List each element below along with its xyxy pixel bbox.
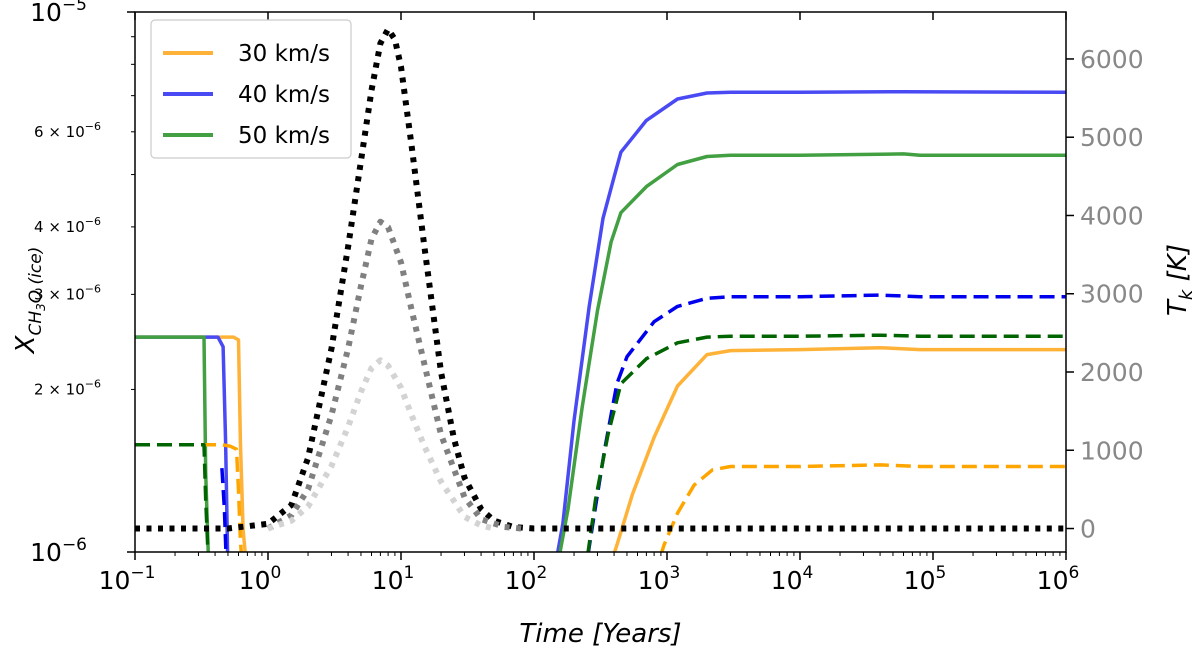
x-tick-label: 10−1	[99, 563, 156, 595]
x-axis-label: Time [Years]	[519, 619, 681, 648]
y-left-minor-label-exp: −6	[85, 377, 101, 390]
series-50-km-s-solid	[135, 335, 210, 552]
series-layer	[135, 26, 1066, 552]
x-tick-label-exp: 5	[935, 563, 946, 583]
y-right-axis-label-part: [K]	[1163, 244, 1193, 290]
y-left-axis-label-part: X	[11, 334, 41, 355]
series-30-km-s-solid-rise	[612, 345, 1066, 552]
y-right-tick-label: 1000	[1080, 436, 1144, 465]
y-right-tick-label: 4000	[1080, 201, 1144, 230]
y-left-minor-label: 3 × 10−6	[34, 282, 101, 303]
series-50-km-s-dashed	[135, 442, 210, 552]
x-tick-label: 101	[372, 563, 415, 595]
series-t-k-40-km-s	[266, 218, 522, 532]
x-tick-label: 105	[904, 563, 947, 595]
y-left-minor-label: 4 × 10−6	[34, 215, 101, 236]
legend: 30 km/s 40 km/s 50 km/s	[150, 19, 352, 159]
ticks-layer	[127, 11, 1074, 560]
series-40-km-s-dashed	[220, 467, 228, 552]
x-tick-label: 103	[638, 563, 681, 595]
y-left-axis-label-part: 3	[34, 303, 48, 311]
y-right-tick-label: 5000	[1080, 123, 1144, 152]
y-left-minor-label: 6 × 10−6	[34, 120, 101, 141]
series-30-km-s-dashed-rise	[660, 463, 1066, 552]
y-right-tick-label: 3000	[1080, 280, 1144, 309]
y-right-tick-label: 0	[1080, 515, 1096, 544]
y-right-tick-label: 2000	[1080, 358, 1144, 387]
series-30-km-s-dashed	[135, 442, 244, 552]
y-right-axis-label-part: T	[1163, 298, 1193, 316]
y-left-axis-label-part: CH	[26, 311, 46, 336]
y-left-tick-label: 10−6	[30, 535, 87, 567]
plot-frame	[134, 11, 1067, 553]
x-tick-label-exp: 6	[1068, 563, 1079, 583]
legend-label-40: 40 km/s	[238, 82, 330, 108]
x-tick-label-exp: −1	[130, 563, 155, 583]
y-left-minor-label-exp: −6	[85, 282, 101, 295]
y-right-axis-label: Tk [K]	[1163, 244, 1197, 316]
y-right-tick-label: 6000	[1080, 45, 1144, 74]
y-left-tick-label: 10−5	[30, 0, 87, 27]
legend-label-50: 50 km/s	[238, 123, 330, 149]
x-tick-label-exp: 3	[669, 563, 680, 583]
y-left-tick-label-exp: −6	[62, 535, 87, 555]
x-tick-label-exp: 2	[536, 563, 547, 583]
legend-label-30: 30 km/s	[238, 41, 330, 67]
x-tick-label-exp: 4	[802, 563, 813, 583]
series-50-km-s-solid-rise	[558, 152, 1066, 552]
x-tick-label: 102	[505, 563, 548, 595]
y-left-minor-label-exp: −6	[85, 120, 101, 133]
y-left-axis-label: XCH3O (ice)	[11, 247, 48, 356]
series-t-k-30-km-s	[267, 357, 495, 532]
x-tick-label: 106	[1037, 563, 1080, 595]
series-40-km-s-dashed-rise	[586, 293, 1066, 552]
x-tick-label-exp: 1	[403, 563, 414, 583]
y-left-axis-label-text: XCH3O (ice)	[11, 247, 48, 356]
y-left-minor-label-exp: −6	[85, 215, 101, 228]
x-tick-label: 104	[771, 563, 814, 595]
series-50-km-s-dashed-rise	[586, 333, 1066, 552]
series-40-km-s-solid	[135, 335, 230, 552]
y-left-minor-label: 2 × 10−6	[34, 377, 101, 398]
x-tick-label: 100	[239, 563, 282, 595]
y-left-axis-label-part: O (ice)	[26, 247, 46, 304]
y-left-tick-label-exp: −5	[62, 0, 87, 15]
series-40-km-s-solid-rise	[556, 89, 1066, 552]
y-right-axis-label-text: Tk [K]	[1163, 244, 1197, 316]
y-right-axis-label-part: k	[1176, 288, 1197, 300]
series-30-km-s-solid	[135, 335, 247, 552]
x-tick-label-exp: 0	[270, 563, 281, 583]
